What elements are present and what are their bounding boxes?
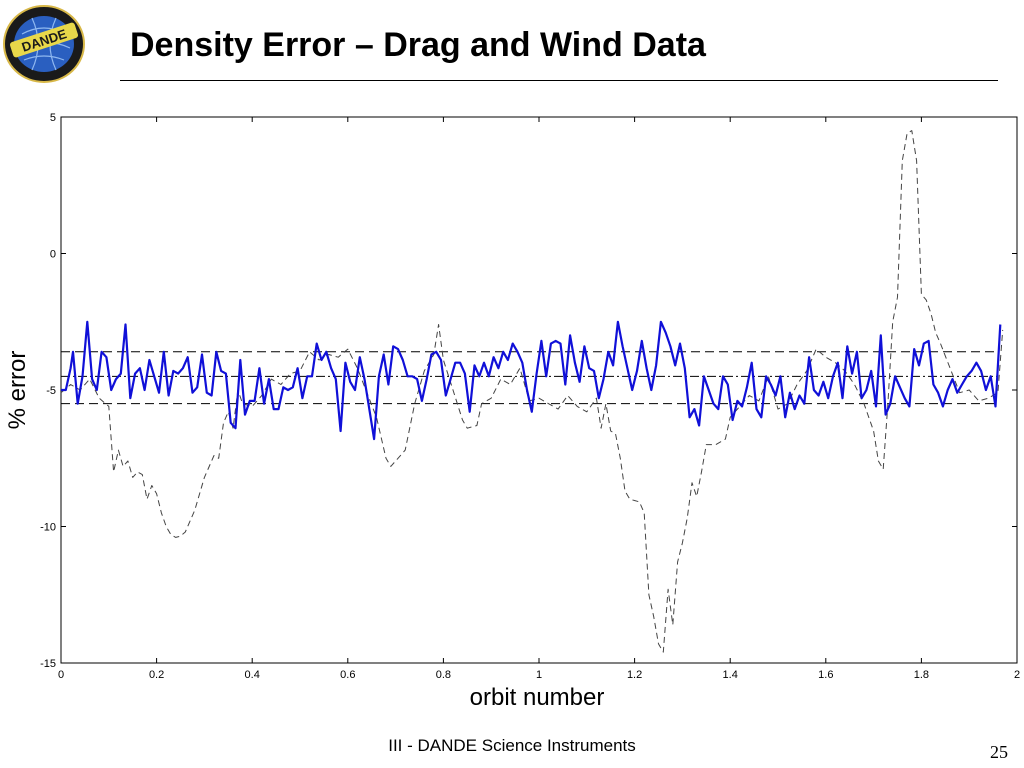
slide-title: Density Error – Drag and Wind Data — [130, 26, 706, 64]
dande-logo: DANDE — [3, 5, 85, 83]
x-tick-label: 1.6 — [818, 669, 833, 681]
x-tick-label: 0.8 — [436, 669, 451, 681]
y-tick-label: -15 — [40, 658, 56, 670]
series-line-solid — [61, 320, 1002, 441]
y-tick-label: -10 — [40, 522, 56, 534]
page-number: 25 — [990, 742, 1008, 762]
y-tick-label: -5 — [46, 385, 56, 397]
x-tick-label: 0.4 — [245, 669, 260, 681]
footer-text: III - DANDE Science Instruments — [388, 736, 636, 755]
y-tick-label: 5 — [50, 112, 56, 124]
x-tick-label: 1 — [536, 669, 542, 681]
x-tick-label: 0 — [58, 669, 64, 681]
x-tick-label: 0.6 — [340, 669, 355, 681]
x-tick-label: 0.2 — [149, 669, 164, 681]
y-axis-label: % error — [4, 351, 31, 430]
x-tick-label: 1.8 — [914, 669, 929, 681]
title-divider — [120, 80, 998, 81]
series-line-dashed — [60, 130, 1004, 653]
x-tick-label: 1.4 — [723, 669, 738, 681]
y-tick-label: 0 — [50, 249, 56, 261]
x-tick-label: 1.2 — [627, 669, 642, 681]
x-axis-label: orbit number — [470, 684, 605, 711]
x-tick-label: 2 — [1014, 669, 1020, 681]
